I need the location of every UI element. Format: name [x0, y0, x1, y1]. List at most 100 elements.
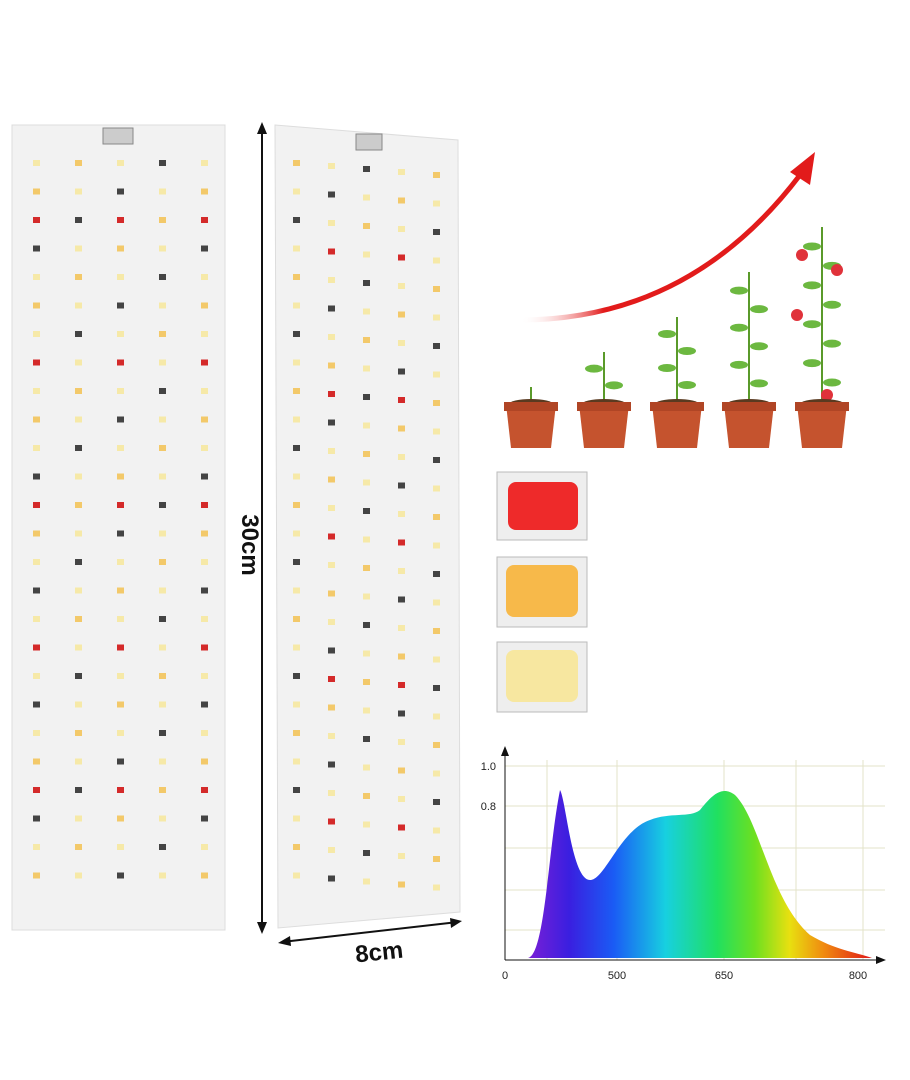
led: [33, 673, 40, 679]
led: [201, 872, 208, 879]
led: [117, 245, 124, 252]
fruit: [796, 249, 808, 261]
led: [75, 302, 82, 309]
led: [159, 188, 166, 195]
led: [159, 616, 166, 622]
led: [201, 473, 208, 480]
leaf: [803, 359, 821, 368]
led: [201, 644, 208, 651]
led: [117, 331, 124, 337]
led: [293, 274, 300, 280]
led: [201, 616, 208, 622]
led: [117, 388, 124, 394]
led: [33, 473, 40, 480]
led: [159, 815, 166, 822]
arrowhead: [450, 918, 462, 928]
led: [75, 502, 82, 508]
led: [328, 818, 335, 825]
led: [398, 311, 405, 318]
led: [363, 764, 370, 771]
led: [293, 644, 300, 651]
led: [201, 359, 208, 366]
led: [328, 305, 335, 312]
led: [117, 160, 124, 166]
led: [117, 587, 124, 594]
led: [201, 245, 208, 252]
led: [398, 482, 405, 489]
led: [75, 616, 82, 622]
led: [75, 473, 82, 480]
spectrum-curve: [528, 790, 872, 958]
led: [363, 223, 370, 229]
led: [433, 229, 440, 235]
led: [201, 815, 208, 822]
led: [363, 308, 370, 315]
fruit: [831, 264, 843, 276]
led: [159, 445, 166, 451]
led: [398, 653, 405, 660]
led: [159, 644, 166, 651]
led: [117, 673, 124, 679]
led: [293, 730, 300, 736]
led: [75, 587, 82, 594]
leaf: [803, 242, 821, 251]
led: [75, 274, 82, 280]
led: [433, 571, 440, 577]
leaf: [750, 342, 768, 351]
led: [328, 676, 335, 682]
led: [328, 590, 335, 597]
led: [328, 847, 335, 853]
led: [433, 770, 440, 777]
led: [33, 160, 40, 166]
led: [293, 844, 300, 850]
led: [75, 758, 82, 765]
led: [398, 853, 405, 859]
led-array: [33, 160, 440, 891]
width-line: [281, 921, 459, 943]
led: [363, 622, 370, 628]
led: [117, 274, 124, 280]
led: [328, 875, 335, 882]
led: [75, 359, 82, 366]
led: [75, 644, 82, 651]
led: [201, 673, 208, 679]
led: [159, 331, 166, 337]
led: [328, 391, 335, 397]
led: [201, 701, 208, 708]
led: [33, 587, 40, 594]
pot: [506, 404, 556, 448]
led: [363, 451, 370, 457]
arrowhead: [257, 122, 267, 134]
pcb: [11, 124, 226, 931]
pot-rim: [504, 402, 558, 411]
led: [293, 245, 300, 252]
led: [33, 274, 40, 280]
led: [201, 331, 208, 337]
led: [398, 340, 405, 346]
led: [75, 701, 82, 708]
led: [159, 473, 166, 480]
led: [293, 758, 300, 765]
led: [328, 220, 335, 226]
led: [201, 587, 208, 594]
led: [159, 502, 166, 508]
led: [117, 502, 124, 508]
x-tick-label: 650: [715, 970, 733, 982]
led: [159, 416, 166, 423]
led: [433, 257, 440, 264]
led: [363, 422, 370, 429]
led: [398, 283, 405, 289]
led: [363, 508, 370, 514]
led: [33, 388, 40, 394]
usb-port: [355, 133, 383, 151]
leaf: [823, 300, 841, 309]
led: [201, 559, 208, 565]
led: [159, 872, 166, 879]
led: [33, 359, 40, 366]
leaf: [803, 320, 821, 329]
led: [293, 473, 300, 480]
x-tick-label: 500: [608, 970, 626, 982]
leaf: [678, 381, 696, 389]
arrowhead: [257, 922, 267, 934]
led: [117, 188, 124, 195]
